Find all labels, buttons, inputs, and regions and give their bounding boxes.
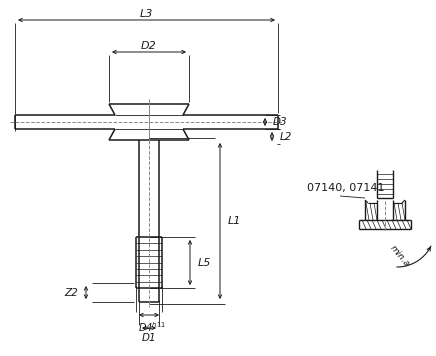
Text: D4$^{h11}$: D4$^{h11}$ — [138, 320, 166, 334]
Text: D1: D1 — [142, 333, 157, 343]
Text: D2: D2 — [141, 41, 157, 51]
Text: L5: L5 — [198, 257, 211, 267]
Text: D3: D3 — [273, 117, 288, 127]
Text: 07140, 07141: 07140, 07141 — [307, 183, 385, 193]
Text: L2: L2 — [280, 131, 293, 141]
Text: Z2: Z2 — [64, 288, 78, 298]
Text: L3: L3 — [140, 9, 153, 19]
Text: L1: L1 — [228, 216, 242, 226]
Text: min.a: min.a — [388, 244, 411, 269]
